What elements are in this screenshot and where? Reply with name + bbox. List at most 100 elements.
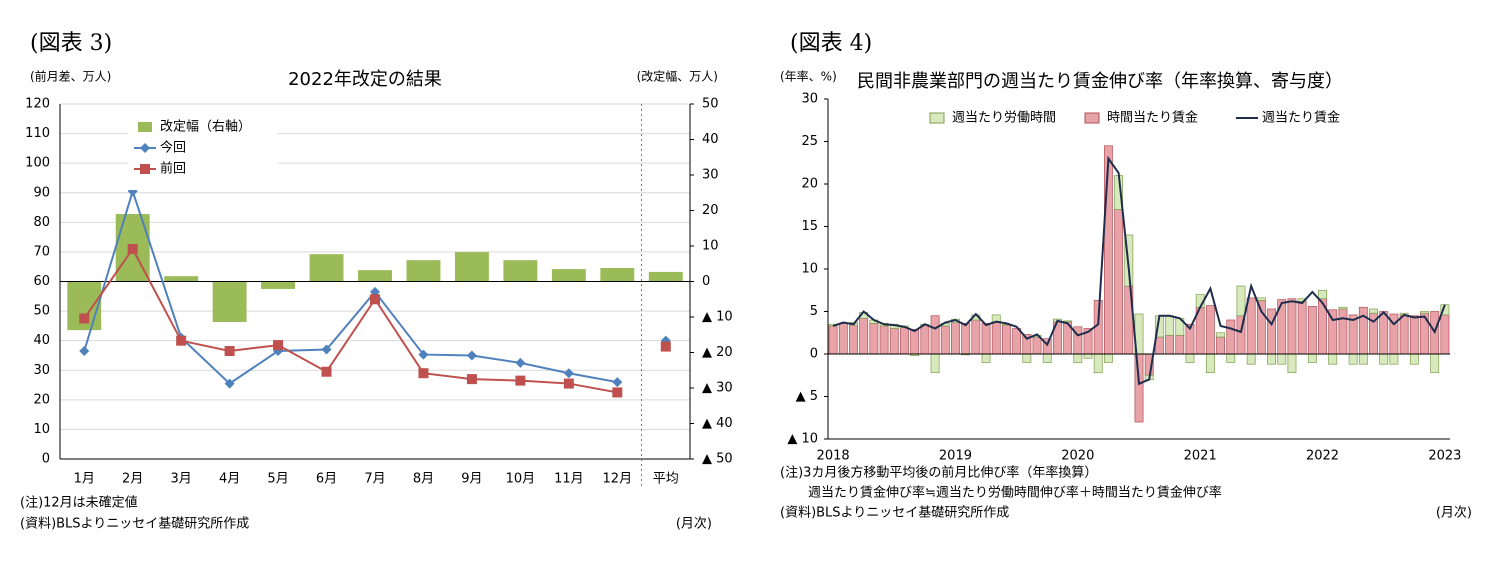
x-tick-label: 10月	[506, 472, 536, 487]
legend-label: 週当たり賃金	[1262, 110, 1340, 126]
y2-tick-label: ▲ 30	[702, 381, 733, 396]
bar	[940, 325, 950, 355]
bar	[406, 260, 441, 282]
note: (資料)BLSよりニッセイ基礎研究所作成	[20, 517, 249, 532]
bar	[1287, 298, 1297, 355]
note: (注)3カ月後方移動平均後の前月比伸び率（年率換算）	[780, 465, 1097, 481]
y-tick-label: 50	[33, 304, 50, 319]
marker	[321, 366, 332, 377]
bar	[1103, 145, 1113, 355]
marker	[79, 346, 90, 357]
bar	[454, 252, 489, 282]
bar	[1328, 353, 1338, 365]
y2-tick-label: 50	[702, 97, 719, 112]
bar	[1389, 353, 1399, 365]
legend-marker	[140, 143, 150, 153]
y2-tick-label: 0	[702, 274, 710, 289]
bar	[910, 329, 920, 355]
legend-swatch	[1084, 112, 1100, 124]
x-tick-label: 3月	[171, 472, 192, 487]
y-tick-label: 20	[801, 177, 818, 192]
bar	[849, 324, 858, 355]
y-tick-label: 0	[810, 347, 818, 362]
y-tick-label: 30	[33, 363, 50, 378]
bar	[1379, 311, 1389, 355]
marker	[321, 344, 332, 355]
legend-marker	[140, 164, 150, 174]
legend-swatch	[138, 122, 152, 132]
bar	[1236, 285, 1246, 317]
bar	[164, 276, 199, 282]
bar	[1379, 353, 1389, 365]
legend-label: 週当たり労働時間	[952, 111, 1056, 126]
bar	[1093, 353, 1103, 374]
x-tick-label: 4月	[219, 472, 240, 487]
bar	[1246, 353, 1256, 365]
x-unit: (月次)	[676, 516, 712, 532]
bar	[1012, 328, 1022, 355]
note: (資料)BLSよりニッセイ基礎研究所作成	[780, 506, 1009, 521]
y-tick-label: 5	[810, 304, 818, 319]
marker	[515, 375, 526, 386]
bar	[1073, 353, 1083, 363]
marker	[563, 378, 574, 389]
y-tick-label: 90	[33, 185, 50, 200]
y2-axis-label: (改定幅、万人)	[637, 69, 718, 84]
x-tick-label: 2月	[122, 472, 143, 487]
bar	[981, 323, 991, 355]
marker	[273, 340, 284, 351]
bar	[971, 319, 981, 355]
bar	[1226, 353, 1236, 363]
chart-label: (図表 3)	[30, 31, 112, 56]
bar	[1256, 300, 1266, 355]
bar	[1440, 304, 1450, 316]
bar	[1430, 353, 1440, 374]
y2-tick-label: ▲ 20	[702, 345, 733, 360]
bar	[1358, 306, 1368, 355]
bar	[1042, 353, 1052, 363]
bar	[1205, 305, 1215, 355]
y-tick-label: 80	[33, 215, 50, 230]
bar	[828, 325, 838, 355]
bar	[358, 270, 392, 282]
note: 週当たり賃金伸び率≒週当たり労働時間伸び率＋時間当たり賃金伸び率	[808, 485, 1222, 501]
marker	[224, 378, 235, 389]
bar	[981, 353, 991, 363]
bar	[1338, 306, 1348, 310]
bar	[900, 327, 909, 355]
y-tick-label: 120	[25, 97, 50, 112]
legend-label: 時間当たり賃金	[1107, 110, 1198, 126]
bar	[309, 254, 344, 282]
x-tick-label: 1月	[74, 472, 95, 487]
marker	[515, 357, 526, 368]
marker	[612, 377, 623, 388]
y-tick-label: 110	[25, 126, 50, 141]
y-tick-label: 30	[801, 92, 818, 107]
note: (注)12月は未確定値	[20, 495, 138, 511]
marker	[418, 349, 429, 360]
x-tick-label: 平均	[653, 472, 679, 487]
marker	[224, 346, 235, 357]
x-unit: (月次)	[1436, 505, 1472, 521]
marker	[466, 374, 477, 385]
bar	[1318, 289, 1327, 300]
bar	[1256, 297, 1266, 301]
marker	[370, 294, 380, 305]
y-tick-label: 20	[33, 392, 50, 407]
y2-tick-label: ▲ 10	[702, 310, 733, 325]
y2-tick-label: ▲ 50	[702, 452, 733, 467]
chart-title: 民間非農業部門の週当たり賃金伸び率（年率換算、寄与度）	[857, 71, 1343, 92]
x-tick-label: 8月	[413, 472, 434, 487]
bar	[1358, 353, 1368, 365]
marker	[176, 335, 187, 346]
marker	[660, 341, 671, 352]
y2-tick-label: 40	[702, 132, 719, 147]
bar	[1440, 314, 1450, 355]
x-tick-label: 7月	[364, 472, 385, 487]
x-tick-label: 2020	[1061, 449, 1094, 464]
bar	[1032, 336, 1042, 355]
bar	[1063, 320, 1073, 323]
y2-tick-label: 10	[702, 239, 719, 254]
y-tick-label: ▲ 10	[787, 432, 818, 447]
